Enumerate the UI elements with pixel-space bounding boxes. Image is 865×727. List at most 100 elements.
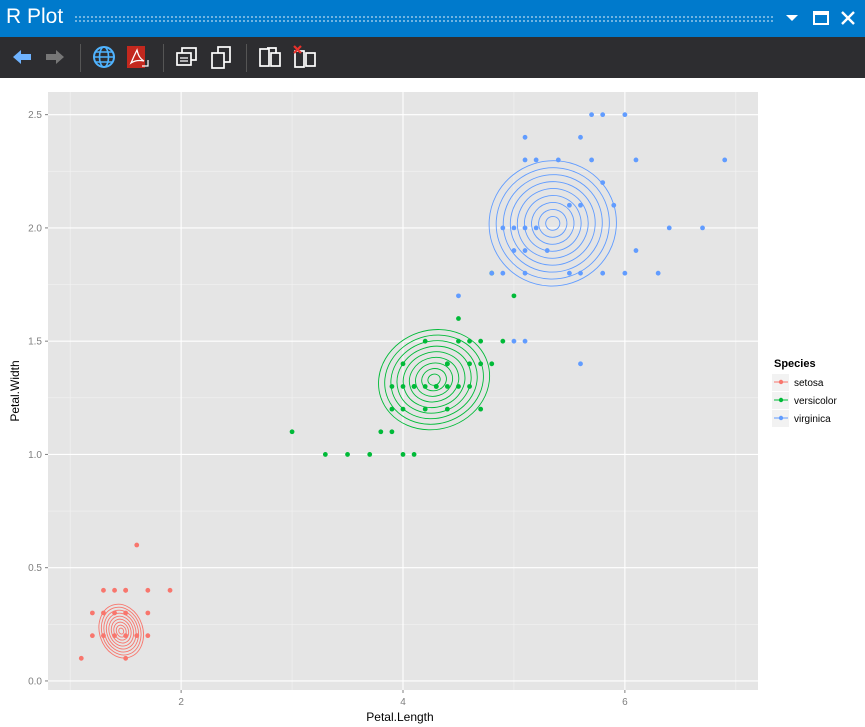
forward-arrow-icon[interactable] xyxy=(42,44,68,70)
versicolor-density-contour xyxy=(390,340,478,420)
virginica-point xyxy=(522,225,528,231)
versicolor-point xyxy=(378,429,384,435)
versicolor-point xyxy=(456,338,461,344)
y-tick-label: 2.5 xyxy=(28,110,42,121)
setosa-point xyxy=(145,587,151,593)
virginica-density-contour xyxy=(538,209,568,238)
setosa-point xyxy=(89,610,95,616)
versicolor-point xyxy=(411,384,417,389)
x-axis-label: Petal.Length xyxy=(366,710,433,724)
remove-plot-icon[interactable] xyxy=(292,44,318,70)
toolbar-separator xyxy=(163,44,164,72)
setosa-point xyxy=(167,587,173,593)
versicolor-point xyxy=(345,452,350,457)
versicolor-density-contour xyxy=(402,351,466,408)
setosa-density-contour xyxy=(108,615,135,647)
toolbar-separator xyxy=(80,44,81,72)
versicolor-point xyxy=(367,452,373,457)
setosa-density-contour xyxy=(115,624,127,638)
versicolor-point xyxy=(289,429,295,435)
y-tick-label: 0.5 xyxy=(28,563,42,574)
virginica-point xyxy=(511,248,517,253)
virginica-point xyxy=(544,248,550,253)
versicolor-point xyxy=(467,384,472,389)
virginica-point xyxy=(567,202,572,208)
legend: Species setosa versicolor virginica xyxy=(772,358,837,427)
versicolor-density-contour xyxy=(378,329,491,431)
back-arrow-icon[interactable] xyxy=(9,44,35,70)
y-tick-label: 2.0 xyxy=(28,223,42,234)
setosa-density-contour xyxy=(98,603,144,659)
copy-alt-icon[interactable] xyxy=(208,44,234,70)
virginica-density-contour xyxy=(502,174,603,273)
setosa-point xyxy=(101,633,106,639)
versicolor-point xyxy=(444,384,450,389)
export-icon[interactable] xyxy=(257,44,283,70)
versicolor-point xyxy=(400,384,406,389)
close-icon[interactable] xyxy=(838,8,858,28)
setosa-density-contour xyxy=(118,627,125,635)
virginica-point xyxy=(511,225,517,231)
versicolor-point xyxy=(467,338,472,344)
x-tick-label: 6 xyxy=(622,697,628,708)
versicolor-point xyxy=(478,406,484,412)
setosa-point xyxy=(101,587,106,593)
virginica-point xyxy=(511,338,517,344)
versicolor-point xyxy=(422,406,428,412)
setosa-point xyxy=(134,633,140,639)
versicolor-point xyxy=(411,452,417,457)
virginica-point xyxy=(578,361,583,367)
scatter-points xyxy=(78,112,728,661)
setosa-point xyxy=(112,633,117,639)
virginica-point xyxy=(522,270,528,276)
maximize-icon[interactable] xyxy=(811,8,831,28)
virginica-point xyxy=(578,202,583,208)
pdf-icon[interactable] xyxy=(124,44,150,70)
y-axis-label: Petal.Width xyxy=(8,360,22,421)
plot-area: 2 4 6 0.0 0.5 1.0 1.5 2.0 2.5 Petal.Length Petal… xyxy=(8,92,837,724)
dropdown-icon[interactable] xyxy=(782,8,802,28)
versicolor-density-contour xyxy=(421,368,447,392)
versicolor-point xyxy=(389,429,395,435)
versicolor-point xyxy=(433,384,439,389)
versicolor-point xyxy=(511,293,517,299)
versicolor-point xyxy=(444,406,450,412)
virginica-point xyxy=(578,134,583,140)
virginica-point xyxy=(522,248,528,253)
versicolor-point xyxy=(456,384,461,389)
setosa-point xyxy=(112,587,117,593)
versicolor-point xyxy=(478,338,484,344)
x-tick-label: 4 xyxy=(400,697,406,708)
legend-label-versicolor: versicolor xyxy=(794,396,837,407)
virginica-point xyxy=(489,270,495,276)
versicolor-point xyxy=(444,361,450,367)
major-gridlines xyxy=(48,92,758,690)
setosa-point xyxy=(145,610,151,616)
versicolor-point xyxy=(400,452,406,457)
legend-label-setosa: setosa xyxy=(794,378,824,389)
setosa-point xyxy=(123,610,129,616)
versicolor-density-contour xyxy=(408,356,460,403)
virginica-point xyxy=(533,157,539,163)
setosa-density-contour xyxy=(110,618,132,644)
x-tick-label: 2 xyxy=(178,697,184,708)
virginica-point xyxy=(578,270,583,276)
globe-icon[interactable] xyxy=(91,44,117,70)
setosa-point xyxy=(145,633,151,639)
virginica-point xyxy=(567,270,572,276)
virginica-point xyxy=(655,270,661,276)
legend-key-point xyxy=(778,379,784,385)
titlebar-grip[interactable] xyxy=(74,15,774,23)
virginica-point xyxy=(600,112,606,118)
virginica-density-contour xyxy=(524,195,582,252)
virginica-point xyxy=(555,157,561,163)
y-tick-label: 0.0 xyxy=(28,676,42,687)
copy-plot-icon[interactable] xyxy=(174,44,200,70)
y-tick-label: 1.5 xyxy=(28,337,42,348)
virginica-point xyxy=(666,225,672,231)
legend-title: Species xyxy=(774,358,816,370)
virginica-point xyxy=(589,112,594,118)
versicolor-point xyxy=(389,406,395,412)
versicolor-point xyxy=(478,361,484,367)
virginica-point xyxy=(522,134,528,140)
